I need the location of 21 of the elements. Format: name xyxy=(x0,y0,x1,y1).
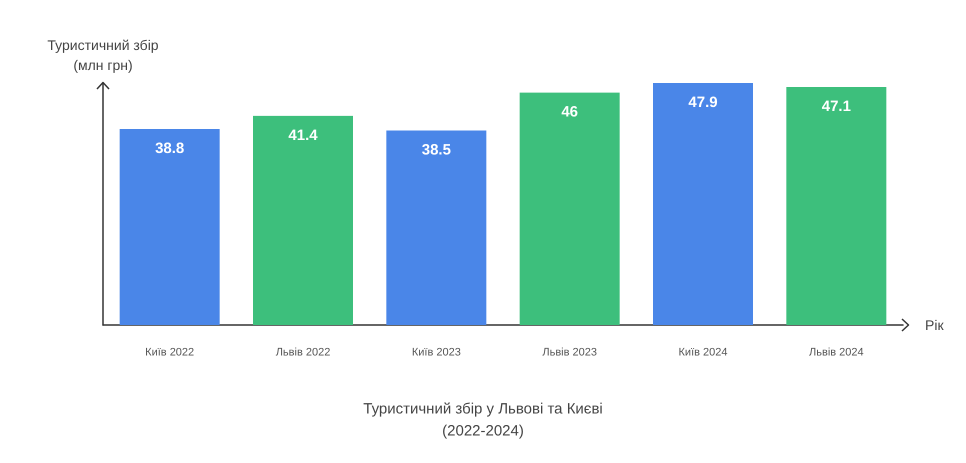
bar xyxy=(386,130,486,325)
data-label: 47.1 xyxy=(822,98,851,116)
text: Туристичний збір у Львові та Києві (2022-2024) xyxy=(363,400,603,440)
x-tick-label: Львів 2023 xyxy=(542,346,597,358)
bar xyxy=(786,87,886,325)
y-axis-title: Туристичний збір (млн грн) xyxy=(47,37,159,73)
data-label: 38.8 xyxy=(155,140,184,157)
data-label: 38.5 xyxy=(422,141,451,158)
data-label: 46 xyxy=(561,104,578,121)
x-axis-title: Рік xyxy=(925,317,944,333)
data-label: 41.4 xyxy=(288,126,318,144)
bar xyxy=(120,128,220,325)
x-tick-label: Львів 2024 xyxy=(809,346,864,358)
x-tick-label: Київ 2023 xyxy=(412,346,461,358)
data-label: 47.9 xyxy=(688,94,718,111)
x-tick-label: Київ 2022 xyxy=(145,346,194,358)
x-tick-label: Київ 2024 xyxy=(678,346,728,358)
bar xyxy=(253,116,353,325)
bar xyxy=(520,92,620,325)
x-tick-label: Львів 2022 xyxy=(276,346,330,358)
bar xyxy=(653,83,753,325)
